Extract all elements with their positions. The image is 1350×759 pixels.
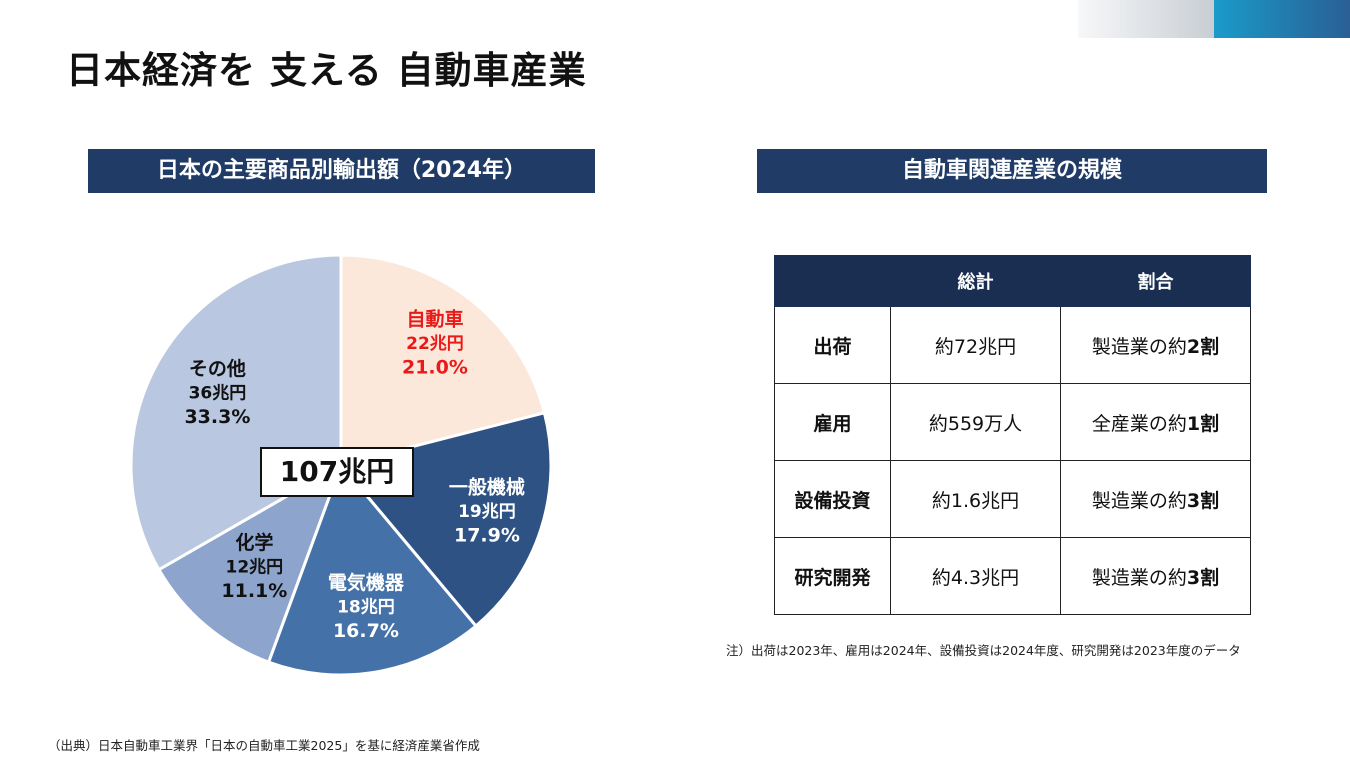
pie-label-others-name: その他 [189,357,246,380]
pie-label-electrical-equipment-name: 電気機器 [328,571,405,594]
pie-label-chemicals-name: 化学 [235,531,273,554]
row-total-capex: 約1.6兆円 [890,460,1061,538]
total-export-box: 107兆円 [260,447,414,497]
pie-label-electrical-equipment-amount: 18兆円 [337,598,395,618]
pie-label-chemicals-amount: 12兆円 [226,558,284,578]
pie-label-automobiles-percent: 21.0% [402,356,468,378]
table-row: 研究開発 約4.3兆円 製造業の約3割 [774,537,1251,615]
pie-label-electrical-equipment-percent: 16.7% [333,620,399,642]
decorative-bar-blue [1214,0,1350,38]
ratio-prefix: 製造業の約 [1091,335,1187,358]
row-ratio-employment: 全産業の約1割 [1060,383,1251,461]
table-header-empty [774,255,891,307]
ratio-value: 1割 [1186,412,1220,435]
pie-slice-chemicals [156,461,344,665]
row-total-rnd: 約4.3兆円 [890,537,1061,615]
pie-label-automobiles-name: 自動車 [406,307,463,330]
table-row: 雇用 約559万人 全産業の約1割 [774,383,1251,461]
pie-label-chemicals-percent: 11.1% [221,580,287,602]
row-label-employment: 雇用 [774,383,891,461]
source-citation: （出典）日本自動車工業界「日本の自動車工業2025」を基に経済産業省作成 [48,738,480,753]
table-header-row: 総計 割合 [774,255,1251,307]
pie-label-others-amount: 36兆円 [189,383,247,403]
row-ratio-shipments: 製造業の約2割 [1060,306,1251,384]
ratio-value: 2割 [1186,335,1220,358]
row-label-capex: 設備投資 [774,460,891,538]
pie-label-general-machinery-amount: 19兆円 [458,502,516,522]
industry-scale-header: 自動車関連産業の規模 [757,149,1267,193]
ratio-value: 3割 [1186,489,1220,512]
table-header-ratio: 割合 [1060,255,1251,307]
data-note: 注）出荷は2023年、雇用は2024年、設備投資は2024年度、研究開発は202… [726,643,1241,658]
table-row: 設備投資 約1.6兆円 製造業の約3割 [774,460,1251,538]
row-label-rnd: 研究開発 [774,537,891,615]
pie-slice-electrical-equipment [266,462,478,677]
pie-label-general-machinery-percent: 17.9% [454,524,520,546]
page-title: 日本経済を 支える 自動車産業 [66,49,587,92]
ratio-prefix: 製造業の約 [1091,566,1187,589]
ratio-prefix: 製造業の約 [1091,489,1187,512]
decorative-bar-grey [1078,0,1214,38]
row-total-employment: 約559万人 [890,383,1061,461]
table-header-total: 総計 [890,255,1061,307]
industry-scale-table: 総計 割合 出荷 約72兆円 製造業の約2割 雇用 約559万人 全産業の約1割… [774,255,1251,615]
export-chart-header: 日本の主要商品別輸出額（2024年） [88,149,595,193]
pie-label-others-percent: 33.3% [184,406,250,428]
row-total-shipments: 約72兆円 [890,306,1061,384]
pie-slice-automobiles [339,253,547,467]
row-ratio-capex: 製造業の約3割 [1060,460,1251,538]
pie-label-general-machinery-name: 一般機械 [449,475,525,498]
row-label-shipments: 出荷 [774,306,891,384]
ratio-prefix: 全産業の約 [1091,412,1187,435]
table-row: 出荷 約72兆円 製造業の約2割 [774,306,1251,384]
pie-label-automobiles-amount: 22兆円 [406,334,464,354]
row-ratio-rnd: 製造業の約3割 [1060,537,1251,615]
ratio-value: 3割 [1186,566,1220,589]
